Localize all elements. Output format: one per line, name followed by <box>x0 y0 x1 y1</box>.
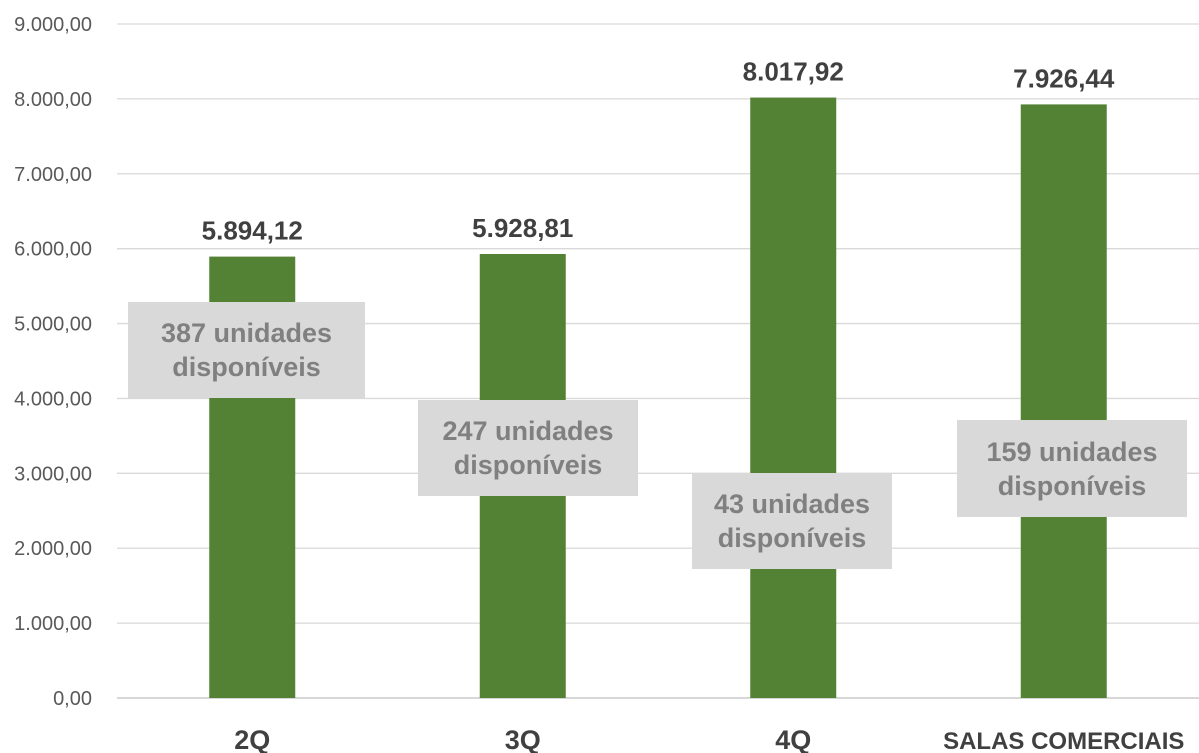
bar <box>1020 104 1107 699</box>
annotation-4q-line2: disponíveis <box>717 523 867 553</box>
y-tick-label: 8.000,00 <box>14 89 92 111</box>
data-label: 5.894,12 <box>202 216 303 246</box>
annotation-2q-line1: 387 unidades <box>160 318 333 348</box>
y-tick-label: 7.000,00 <box>14 164 92 186</box>
data-label: 7.926,44 <box>1013 63 1115 93</box>
x-category-label: 3Q <box>505 725 541 753</box>
data-label: 8.017,92 <box>743 57 844 87</box>
data-label: 5.928,81 <box>472 213 573 243</box>
annotation-2q-line2: disponíveis <box>172 352 321 382</box>
annotation-3q-line1: 247 unidades <box>442 416 614 446</box>
x-axis-category-labels: 2Q 3Q 4Q SALAS COMERCIAIS <box>234 725 1184 753</box>
y-tick-label: 2.000,00 <box>14 538 92 560</box>
y-tick-label: 5.000,00 <box>14 314 92 336</box>
annotation-salas-comerciais-line2: disponíveis <box>997 470 1147 501</box>
annotation-4q: 43 unidades disponíveis <box>692 473 892 569</box>
annotation-3q-line2: disponíveis <box>453 450 603 480</box>
y-tick-label: 4.000,00 <box>14 388 92 410</box>
annotation-salas-comerciais: 159 unidades disponíveis <box>957 420 1187 517</box>
y-axis-tick-labels: 0,00 1.000,00 2.000,00 3.000,00 4.000,00 5.00… <box>14 14 92 710</box>
x-category-label: 2Q <box>234 725 270 753</box>
annotation-salas-comerciais-line1: 159 unidades <box>986 436 1158 467</box>
y-tick-label: 6.000,00 <box>14 239 92 261</box>
annotation-2q: 387 unidades disponíveis <box>128 302 365 398</box>
annotation-3q: 247 unidades disponíveis <box>418 400 638 496</box>
y-tick-label: 3.000,00 <box>14 463 92 485</box>
x-category-label: SALAS COMERCIAIS <box>943 728 1184 753</box>
annotation-4q-line1: 43 unidades <box>713 489 871 519</box>
y-tick-label: 1.000,00 <box>14 613 92 635</box>
bar <box>750 97 837 699</box>
data-labels: 5.894,12 5.928,81 8.017,92 7.926,44 <box>202 57 1115 246</box>
y-tick-label: 0,00 <box>53 688 92 710</box>
x-category-label: 4Q <box>775 725 811 753</box>
y-tick-label: 9.000,00 <box>14 14 92 36</box>
